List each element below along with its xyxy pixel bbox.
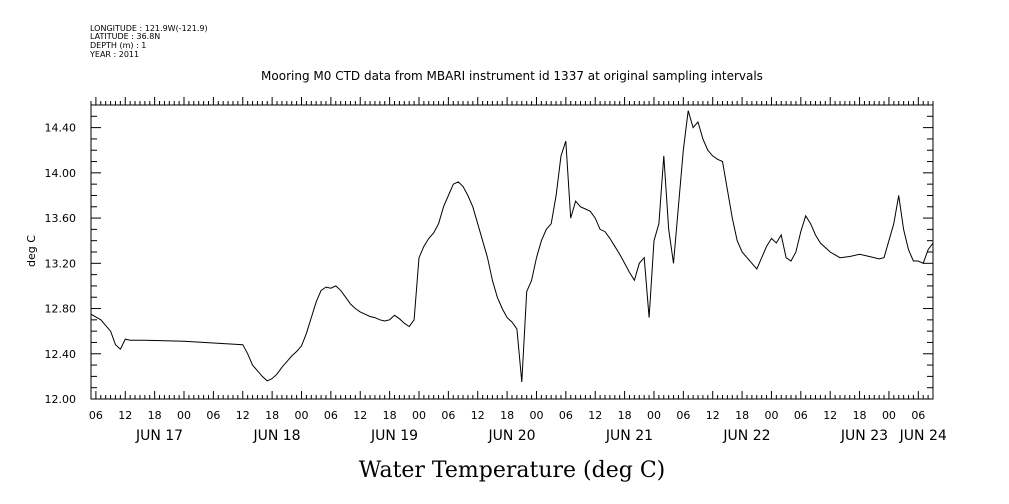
x-day-label: JUN 20 bbox=[487, 428, 535, 444]
x-hour-label: 06 bbox=[911, 409, 925, 422]
x-hour-label: 18 bbox=[265, 409, 279, 422]
y-tick-label: 14.00 bbox=[45, 167, 77, 180]
x-day-label: JUN 22 bbox=[722, 428, 770, 444]
x-hour-label: 00 bbox=[647, 409, 661, 422]
x-hour-label: 12 bbox=[706, 409, 720, 422]
x-hour-label: 06 bbox=[441, 409, 455, 422]
y-tick-label: 13.20 bbox=[45, 257, 77, 270]
x-day-label: JUN 19 bbox=[370, 428, 418, 444]
x-hour-label: 06 bbox=[324, 409, 338, 422]
x-hour-label: 00 bbox=[882, 409, 896, 422]
plot-frame bbox=[90, 104, 934, 400]
x-hour-label: 12 bbox=[353, 409, 367, 422]
x-hour-label: 00 bbox=[412, 409, 426, 422]
x-day-label: JUN 24 bbox=[899, 428, 947, 444]
x-hour-label: 06 bbox=[89, 409, 103, 422]
y-tick-label: 12.00 bbox=[45, 393, 77, 406]
x-hour-label: 12 bbox=[236, 409, 250, 422]
y-tick-label: 12.40 bbox=[45, 348, 77, 361]
x-hour-label: 12 bbox=[823, 409, 837, 422]
x-hour-label: 18 bbox=[735, 409, 749, 422]
x-hour-label: 00 bbox=[177, 409, 191, 422]
x-hour-label: 00 bbox=[764, 409, 778, 422]
x-hour-label: 18 bbox=[618, 409, 632, 422]
x-hour-label: 06 bbox=[676, 409, 690, 422]
x-day-label: JUN 21 bbox=[605, 428, 653, 444]
x-hour-label: 18 bbox=[500, 409, 514, 422]
x-hour-label: 00 bbox=[295, 409, 309, 422]
depth-text: DEPTH (m) : 1 bbox=[90, 41, 146, 50]
x-axis: 06 12 18 00 06 12 18 00 06 12 18 00 06 12 18 00 06 12 18 00… bbox=[89, 97, 947, 444]
longitude-text: LONGITUDE : 121.9W(-121.9) bbox=[90, 24, 208, 33]
x-hour-label: 12 bbox=[118, 409, 132, 422]
chart-title: Mooring M0 CTD data from MBARI instrumen… bbox=[261, 69, 763, 83]
x-hour-label: 00 bbox=[529, 409, 543, 422]
x-day-label: JUN 23 bbox=[840, 428, 888, 444]
year-text: YEAR : 2011 bbox=[89, 50, 139, 59]
x-hour-label: 06 bbox=[206, 409, 220, 422]
x-hour-label: 12 bbox=[471, 409, 485, 422]
y-tick-label: 12.80 bbox=[45, 303, 77, 316]
x-hour-label: 12 bbox=[588, 409, 602, 422]
x-axis-label: Water Temperature (deg C) bbox=[359, 458, 666, 483]
x-hour-label: 18 bbox=[383, 409, 397, 422]
latitude-text: LATITUDE : 36.8N bbox=[90, 32, 160, 41]
x-hour-label: 18 bbox=[148, 409, 162, 422]
x-hour-label: 18 bbox=[853, 409, 867, 422]
y-tick-label: 14.40 bbox=[45, 122, 77, 135]
x-day-label: JUN 17 bbox=[135, 428, 183, 444]
x-hour-label: 06 bbox=[794, 409, 808, 422]
x-day-label: JUN 18 bbox=[252, 428, 300, 444]
y-axis: 12.00 12.40 12.80 13.20 13.60 14.00 14.40 bbox=[45, 104, 933, 406]
x-hour-label: 06 bbox=[559, 409, 573, 422]
water-temperature-line bbox=[90, 110, 934, 383]
y-tick-label: 13.60 bbox=[45, 212, 77, 225]
y-axis-label: deg C bbox=[25, 235, 38, 267]
